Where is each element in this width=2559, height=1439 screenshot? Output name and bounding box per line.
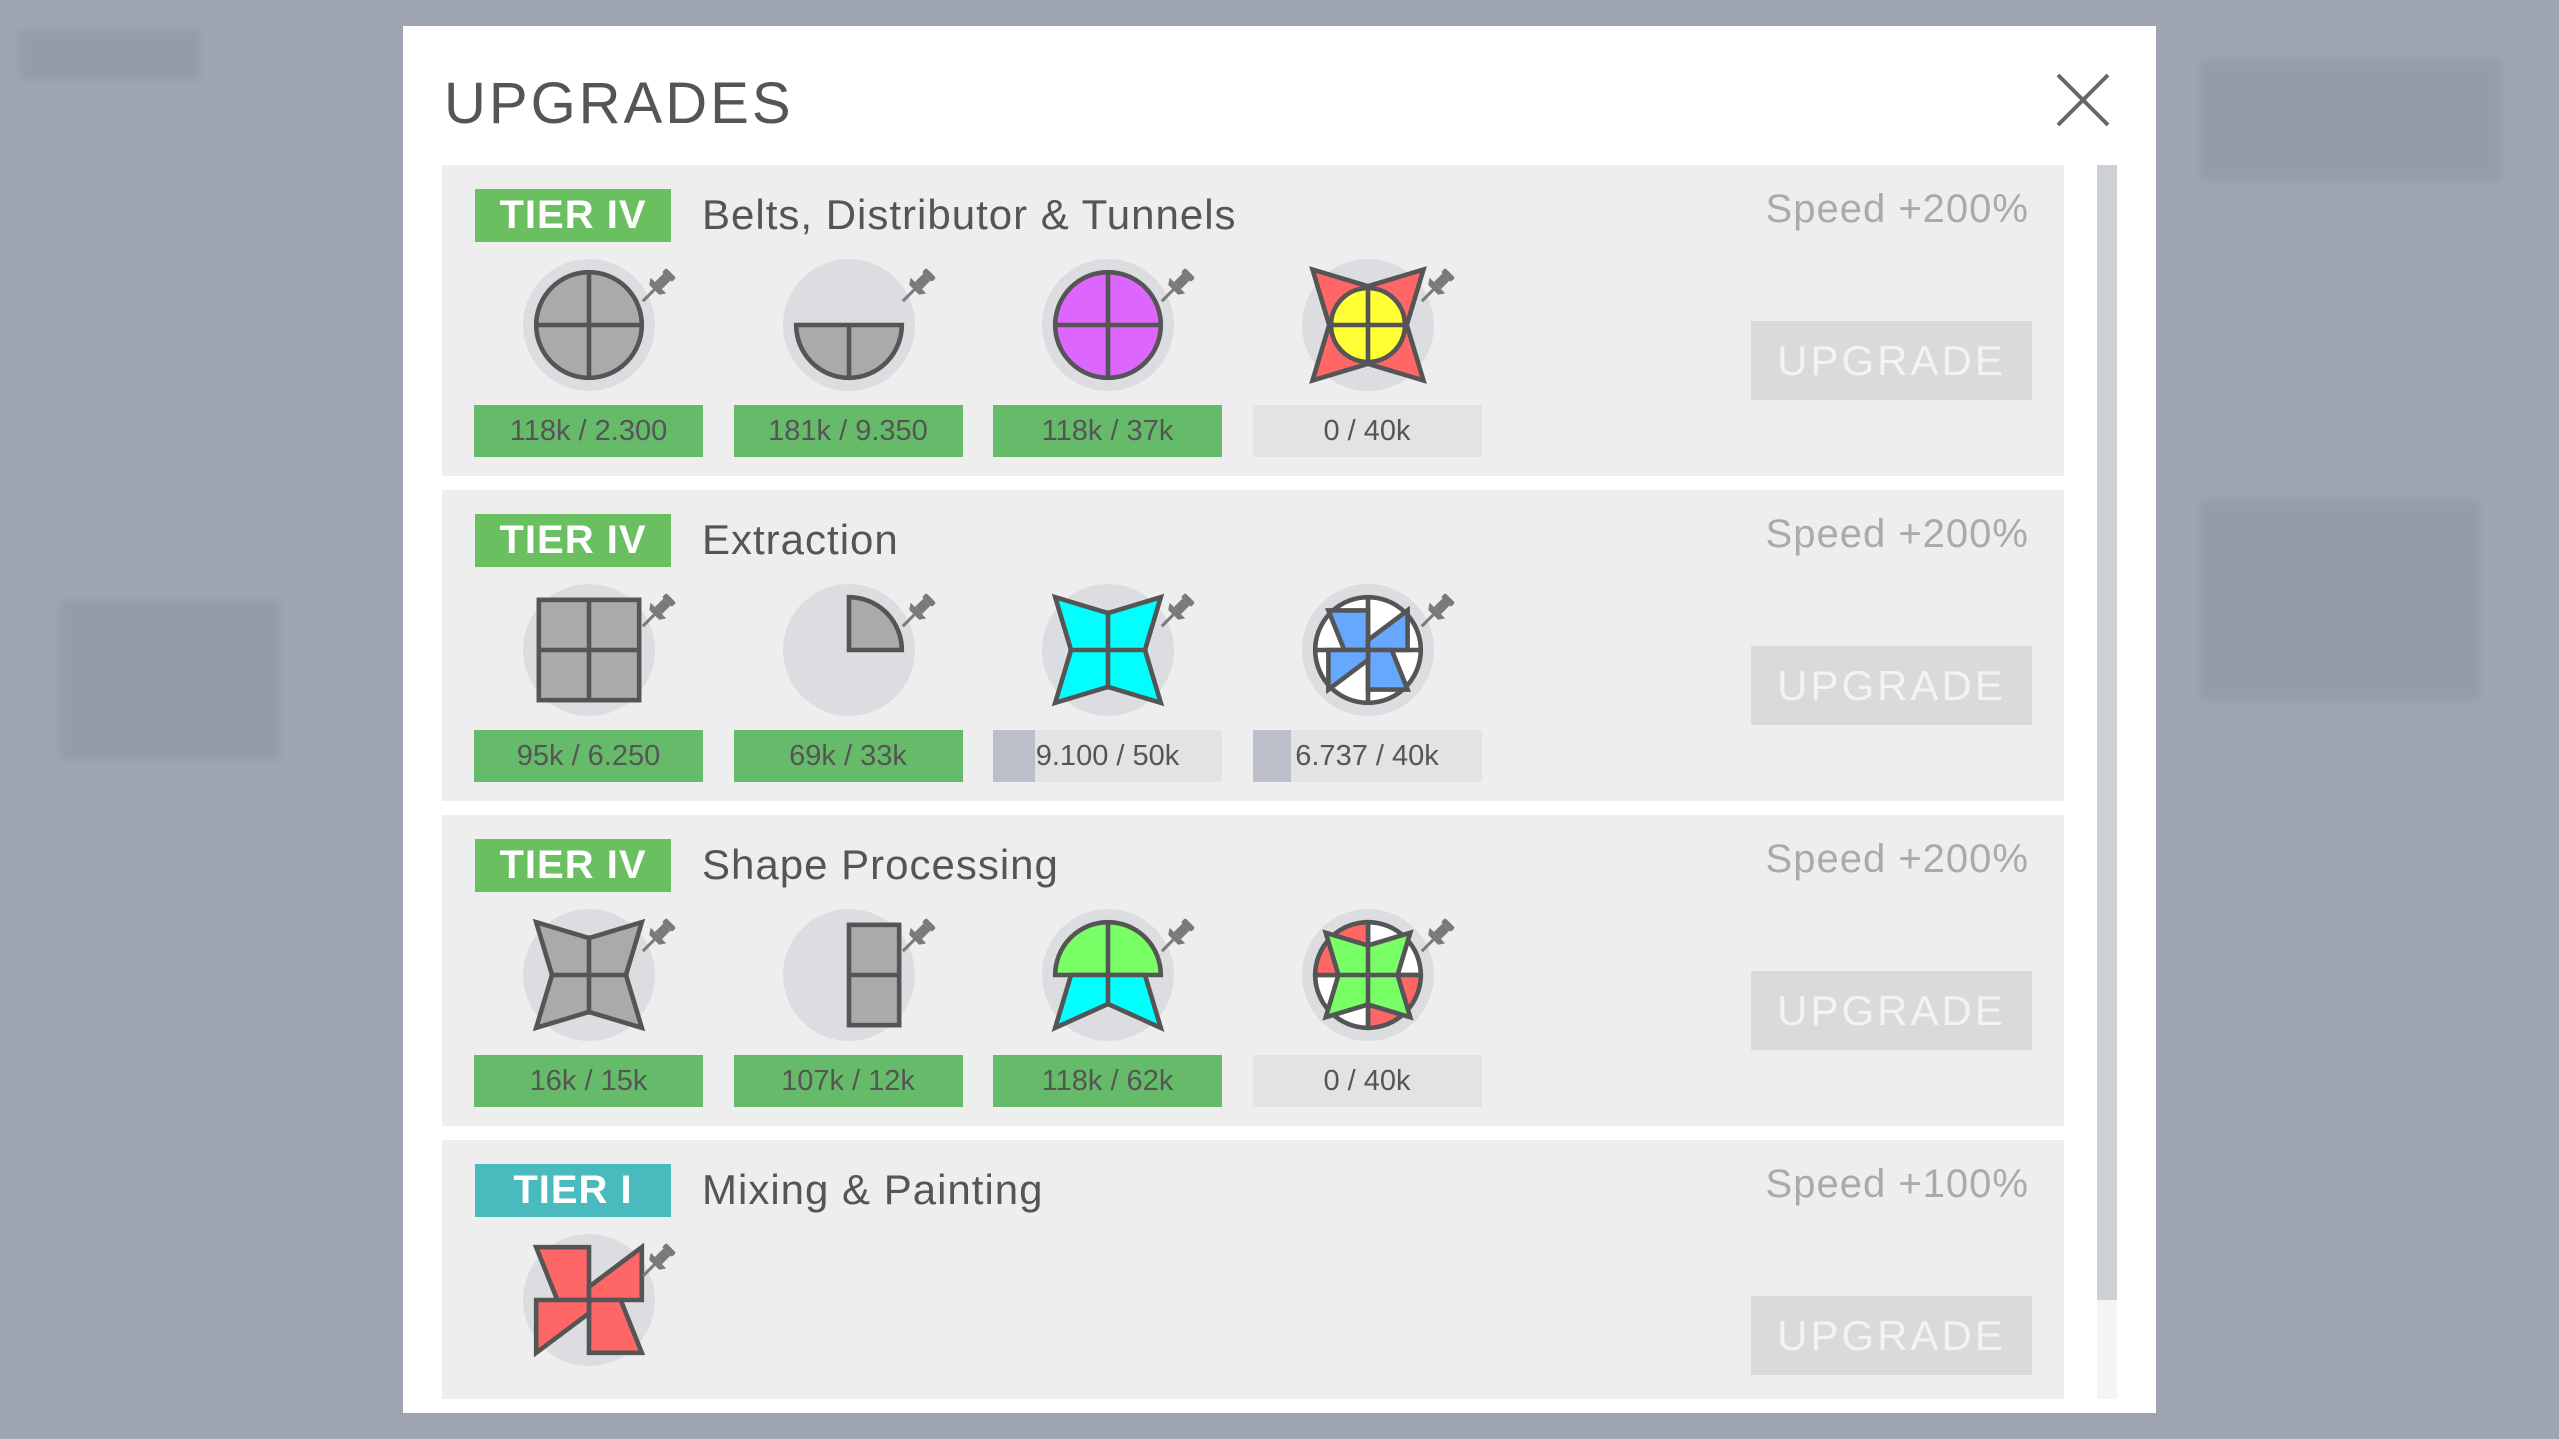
progress-fill [733, 730, 963, 782]
cost-text: 181k / 9.350 [768, 414, 928, 447]
shape-red-windmill-icon [523, 1234, 655, 1366]
shape-cyan-star-icon [1042, 584, 1174, 716]
speed-bonus: Speed +200% [1765, 187, 2029, 231]
pin-icon[interactable] [1154, 590, 1198, 634]
cost-progress: 95k / 6.250 [474, 730, 703, 782]
upgrade-row: TIER IV Belts, Distributor & Tunnels Spe… [442, 165, 2064, 476]
upgrade-button[interactable]: UPGRADE [1751, 321, 2032, 400]
speed-bonus: Speed +200% [1765, 512, 2029, 556]
pin-icon[interactable] [635, 1240, 679, 1284]
progress-fill [733, 405, 963, 457]
shape-gray-square-icon [523, 584, 655, 716]
tier-badge: TIER IV [475, 514, 671, 567]
upgrade-row: TIER IV Shape Processing Speed +200% UPG… [442, 815, 2064, 1126]
dialog-title: UPGRADES [444, 71, 794, 136]
cost-text: 0 / 40k [1323, 1064, 1411, 1097]
cost-text: 95k / 6.250 [516, 739, 661, 772]
cost-text: 118k / 62k [1041, 1064, 1174, 1097]
tier-badge: TIER IV [475, 189, 671, 242]
cost-progress: 69k / 33k [733, 730, 963, 782]
pin-icon[interactable] [895, 265, 939, 309]
upgrade-title: Belts, Distributor & Tunnels [702, 191, 1237, 238]
shape-yellow-circle-on-red-star-icon [1301, 259, 1434, 391]
cost-progress: 118k / 62k [993, 1055, 1222, 1107]
shape-gray-half-circle-bottom-icon [782, 259, 915, 391]
upgrade-button[interactable]: UPGRADE [1751, 646, 2032, 725]
upgrade-title: Shape Processing [702, 841, 1059, 888]
cost-progress: 118k / 2.300 [474, 405, 703, 457]
pin-icon[interactable] [1414, 590, 1458, 634]
cost-progress: 6.737 / 40k [1252, 730, 1482, 782]
upgrades-list: TIER IV Belts, Distributor & Tunnels Spe… [442, 165, 2064, 1399]
pin-icon[interactable] [1414, 265, 1458, 309]
close-icon[interactable] [2056, 73, 2110, 127]
scrollbar[interactable] [2097, 165, 2117, 1399]
pin-icon[interactable] [895, 915, 939, 959]
background-game [2200, 60, 2500, 180]
upgrade-title: Mixing & Painting [702, 1166, 1044, 1213]
background-game [2200, 500, 2480, 700]
shape-green-half-circle-cyan-star-icon [1042, 909, 1174, 1041]
cost-text: 118k / 2.300 [509, 414, 668, 447]
speed-bonus: Speed +200% [1765, 837, 2029, 881]
scrollbar-thumb[interactable] [2097, 165, 2117, 1300]
shape-gray-circle-icon [523, 259, 655, 391]
upgrades-dialog: UPGRADES TIER IV Belts, Distributor & Tu… [403, 26, 2156, 1413]
pin-icon[interactable] [895, 590, 939, 634]
cost-text: 118k / 37k [1041, 414, 1174, 447]
pin-icon[interactable] [1414, 915, 1458, 959]
cost-progress: 9.100 / 50k [993, 730, 1222, 782]
cost-progress: 107k / 12k [733, 1055, 963, 1107]
shape-blue-windmill-on-white-circle-icon [1301, 584, 1434, 716]
background-game [20, 30, 200, 80]
cost-progress: 16k / 15k [474, 1055, 703, 1107]
progress-fill [993, 730, 1035, 782]
progress-fill [474, 730, 703, 782]
shape-gray-star-icon [523, 909, 655, 1041]
cost-progress: 0 / 40k [1252, 405, 1482, 457]
pin-icon[interactable] [635, 915, 679, 959]
pin-icon[interactable] [635, 265, 679, 309]
cost-progress: 118k / 37k [993, 405, 1222, 457]
upgrade-row: TIER I Mixing & Painting Speed +100% UPG… [442, 1140, 2064, 1399]
progress-fill [993, 1055, 1222, 1107]
cost-text: 6.737 / 40k [1295, 739, 1439, 772]
upgrade-title: Extraction [702, 516, 899, 563]
progress-fill [474, 1055, 703, 1107]
pin-icon[interactable] [1154, 915, 1198, 959]
cost-progress: 0 / 40k [1252, 1055, 1482, 1107]
cost-text: 107k / 12k [781, 1064, 915, 1097]
speed-bonus: Speed +100% [1765, 1162, 2029, 1206]
upgrade-button[interactable]: UPGRADE [1751, 971, 2032, 1050]
shape-green-star-on-red-white-circle-icon [1301, 909, 1434, 1041]
cost-text: 69k / 33k [789, 739, 907, 772]
cost-text: 0 / 40k [1323, 414, 1411, 447]
progress-fill [993, 405, 1222, 457]
progress-fill [733, 1055, 963, 1107]
shape-purple-circle-icon [1042, 259, 1174, 391]
upgrade-button[interactable]: UPGRADE [1751, 1296, 2032, 1375]
tier-badge: TIER IV [475, 839, 671, 892]
shape-gray-half-rect-right-icon [782, 909, 915, 1041]
progress-fill [1252, 730, 1291, 782]
progress-fill [474, 405, 703, 457]
cost-progress: 181k / 9.350 [733, 405, 963, 457]
upgrade-row: TIER IV Extraction Speed +200% UPGRADE 95… [442, 490, 2064, 801]
pin-icon[interactable] [1154, 265, 1198, 309]
tier-badge: TIER I [475, 1164, 671, 1217]
shape-gray-quarter-circle-icon [782, 584, 915, 716]
pin-icon[interactable] [635, 590, 679, 634]
background-game [60, 600, 280, 760]
cost-text: 16k / 15k [529, 1064, 648, 1097]
cost-text: 9.100 / 50k [1035, 739, 1180, 772]
